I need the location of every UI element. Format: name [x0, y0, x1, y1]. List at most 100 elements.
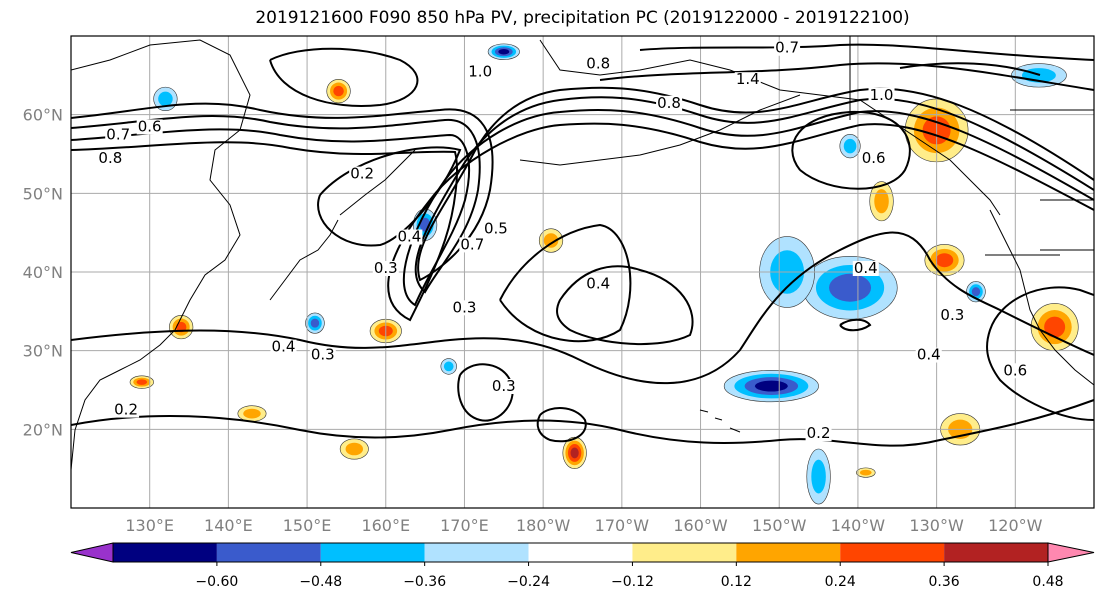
lon-label-7: 160°W	[673, 516, 728, 535]
pv-contour-02-west	[317, 146, 462, 247]
contour-label-9: 0.3	[492, 377, 516, 395]
lon-label-3: 160°E	[361, 516, 410, 535]
precip-blob-1	[802, 255, 898, 320]
lat-label-0: 20°N	[23, 420, 63, 439]
colorbar-segment-2	[216, 543, 321, 562]
colorbar-segment-1	[113, 543, 217, 562]
pv-contours	[71, 43, 1094, 447]
colorbar-extend-low	[70, 542, 114, 563]
contour-label-bg-23	[868, 87, 895, 103]
contour-label-bg-2	[396, 229, 423, 245]
pv-contour-03-isolated	[457, 363, 514, 422]
colorbar-segment-6	[632, 543, 737, 562]
contour-label-bg-21	[656, 95, 683, 111]
pv-contour-small-1	[839, 318, 872, 332]
hawaii-islands	[699, 409, 741, 433]
pv-contour-02-south	[71, 399, 1094, 447]
contour-label-bg-14	[915, 347, 942, 363]
contour-label-25: 0.8	[586, 54, 610, 72]
contour-label-16: 0.2	[807, 424, 831, 442]
longitude-labels: 130°E 140°E 150°E 160°E 170°E 180°W 170°W 160°W…	[125, 516, 1042, 535]
contour-label-bg-9	[490, 379, 517, 394]
precip-blob-9	[806, 448, 831, 505]
precip-blob-3	[305, 312, 325, 334]
aleutian-islands	[519, 94, 801, 166]
contour-label-0: 0.2	[350, 165, 374, 183]
precip-blob-8	[487, 43, 520, 60]
colorbar-frame	[112, 542, 1049, 563]
lon-label-5: 180°W	[516, 516, 571, 535]
precip-blob-25	[856, 467, 876, 478]
alaska-coastline	[539, 39, 1001, 216]
lon-label-4: 170°E	[440, 516, 489, 535]
lon-label-2: 150°E	[283, 516, 332, 535]
colorbar-label-7: 0.36	[929, 574, 960, 590]
pv-contour-04-east	[986, 286, 1094, 421]
precip-blob-14	[169, 314, 194, 340]
contour-label-bg-10	[113, 402, 140, 418]
contour-label-bg-15	[1002, 363, 1029, 379]
borders	[849, 36, 1094, 256]
precip-blob-13	[924, 244, 965, 277]
pv-contour-jet-3	[71, 108, 1094, 307]
contour-label-bg-22	[774, 40, 801, 56]
colorbar-label-3: −0.24	[507, 574, 550, 590]
contour-label-3: 0.7	[460, 235, 484, 253]
north-america-coastline	[989, 209, 1094, 386]
pv-contour-north-3	[599, 62, 1094, 91]
contour-label-6: 0.4	[586, 275, 610, 293]
contour-label-10: 0.2	[114, 401, 138, 419]
colorbar-label-0: −0.60	[195, 574, 238, 590]
colorbar-segment-5	[528, 543, 633, 562]
pv-contour-jet-4	[71, 122, 1094, 322]
contour-label-bg-13	[939, 308, 966, 324]
precip-blob-4	[839, 134, 861, 159]
pv-contour-north-1	[269, 47, 419, 107]
contour-label-bg-25	[585, 56, 612, 72]
precip-blob-22	[339, 438, 369, 460]
lon-label-6: 170°W	[595, 516, 650, 535]
contour-label-22: 0.7	[775, 39, 799, 57]
contour-label-2: 0.4	[397, 228, 421, 246]
contour-label-14: 0.4	[917, 346, 941, 364]
latitude-labels: 20°N 30°N 40°N 50°N 60°N	[23, 106, 63, 440]
colorbar-segment-4	[424, 543, 529, 562]
contour-label-bg-17	[105, 127, 132, 143]
contour-label-15: 0.6	[1003, 361, 1027, 379]
pv-contour-north-4	[899, 62, 1041, 76]
contour-label-bg-7	[309, 347, 336, 363]
contour-label-bg-19	[97, 150, 124, 166]
colorbar-label-2: −0.36	[403, 574, 446, 590]
colorbar-label-6: 0.24	[825, 574, 856, 590]
lon-label-10: 130°W	[909, 516, 964, 535]
contour-label-1: 0.3	[374, 259, 398, 277]
colorbar: −0.60 −0.48 −0.36 −0.24 −0.12 0.12 0.24 0.36 0.4…	[70, 542, 1095, 590]
lat-label-2: 40°N	[23, 263, 63, 282]
colorbar-segment-9	[944, 543, 1048, 562]
contour-label-bg-5	[451, 300, 478, 316]
contour-label-5: 0.3	[453, 298, 477, 316]
map-frame	[70, 35, 1095, 509]
lon-label-8: 150°W	[752, 516, 807, 535]
asia-coastline	[71, 39, 251, 471]
precip-blob-10	[440, 358, 457, 375]
contour-label-24: 1.0	[468, 62, 492, 80]
lon-label-11: 120°W	[988, 516, 1043, 535]
lat-label-1: 30°N	[23, 342, 63, 361]
pv-contour-north-2	[639, 43, 1094, 61]
precip-blob-17	[1030, 303, 1079, 351]
precip-blob-19	[326, 78, 351, 104]
precip-blob-20	[129, 375, 154, 389]
colorbar-label-1: −0.48	[299, 574, 342, 590]
contour-label-bg-11	[860, 150, 887, 166]
contour-label-12: 0.4	[854, 259, 878, 277]
contour-label-bg-18	[136, 119, 163, 135]
lat-label-3: 50°N	[23, 184, 63, 203]
contour-label-bg-1	[372, 261, 399, 276]
contour-label-21: 0.8	[657, 94, 681, 112]
colorbar-label-8: 0.48	[1032, 574, 1063, 590]
lon-label-1: 140°E	[204, 516, 253, 535]
contour-label-7: 0.3	[311, 346, 335, 364]
kuril-islands	[339, 149, 416, 216]
